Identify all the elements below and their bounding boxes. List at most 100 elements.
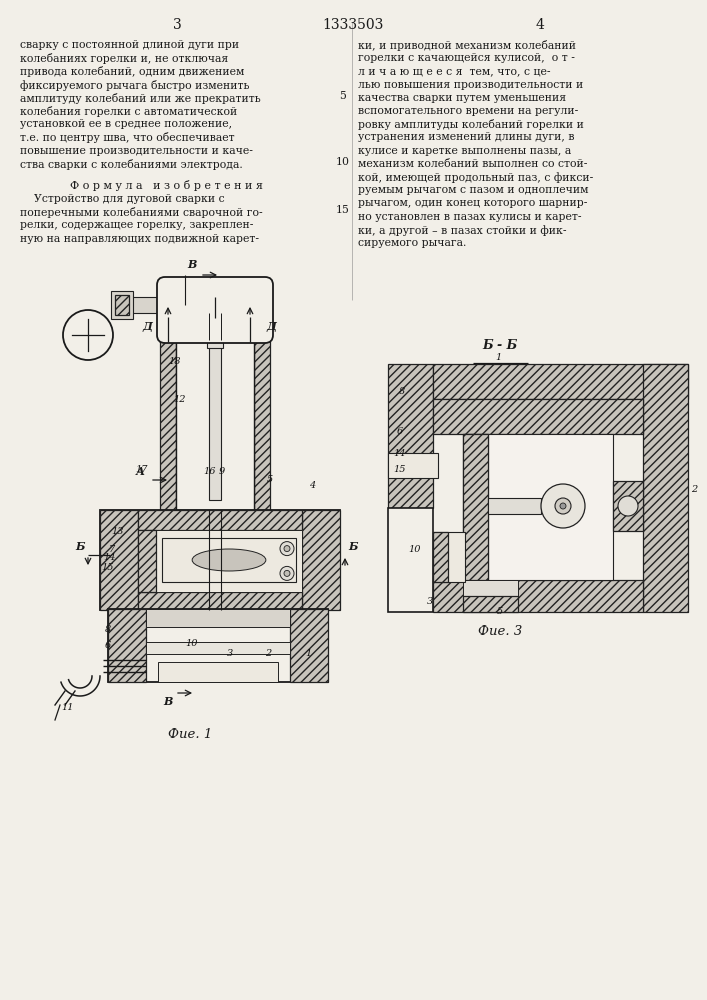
Bar <box>138 592 302 610</box>
Text: В: В <box>163 696 173 707</box>
Text: 10: 10 <box>186 640 198 648</box>
Text: Фие. 3: Фие. 3 <box>478 625 522 638</box>
Text: Ф о р м у л а   и з о б р е т е н и я: Ф о р м у л а и з о б р е т е н и я <box>70 180 263 191</box>
Text: 4: 4 <box>309 481 315 489</box>
Text: качества сварки путем уменьшения: качества сварки путем уменьшения <box>358 93 566 103</box>
Text: привода колебаний, одним движением: привода колебаний, одним движением <box>20 66 245 77</box>
Circle shape <box>555 498 571 514</box>
Bar <box>433 532 448 582</box>
Text: 10: 10 <box>409 546 421 554</box>
Bar <box>433 532 465 582</box>
Text: Д: Д <box>266 322 276 332</box>
Text: т.е. по центру шва, что обеспечивает: т.е. по центру шва, что обеспечивает <box>20 132 235 143</box>
Bar <box>388 453 438 478</box>
Text: Б - Б: Б - Б <box>482 339 518 352</box>
Text: В: В <box>187 259 197 270</box>
Circle shape <box>280 566 294 580</box>
Text: руемым рычагом с пазом и одноплечим: руемым рычагом с пазом и одноплечим <box>358 185 588 195</box>
Bar <box>433 580 643 612</box>
Text: А: А <box>136 466 145 477</box>
Text: 16: 16 <box>204 468 216 477</box>
Text: Устройство для дуговой сварки с: Устройство для дуговой сварки с <box>20 194 225 204</box>
Bar <box>115 295 129 315</box>
Bar <box>160 335 176 510</box>
Text: 6: 6 <box>397 428 403 436</box>
Text: 5: 5 <box>267 476 273 485</box>
Circle shape <box>284 546 290 552</box>
Text: рычагом, один конец которого шарнир-: рычагом, один конец которого шарнир- <box>358 198 588 208</box>
Text: 1: 1 <box>305 650 311 658</box>
Text: повышение производительности и каче-: повышение производительности и каче- <box>20 146 253 156</box>
Text: 1: 1 <box>495 353 501 361</box>
Bar <box>643 364 688 612</box>
Bar <box>463 596 518 612</box>
Text: 15: 15 <box>336 205 350 215</box>
Text: 17: 17 <box>136 466 148 475</box>
Text: 2: 2 <box>265 650 271 658</box>
Bar <box>111 291 133 319</box>
Text: 13: 13 <box>112 528 124 536</box>
Bar <box>138 530 156 592</box>
Text: 4: 4 <box>536 18 544 32</box>
Text: устранения изменений длины дуги, в: устранения изменений длины дуги, в <box>358 132 575 142</box>
Text: Д: Д <box>142 322 152 332</box>
Text: поперечными колебаниями сварочной го-: поперечными колебаниями сварочной го- <box>20 207 262 218</box>
Text: сварку с постоянной длиной дуги при: сварку с постоянной длиной дуги при <box>20 40 239 50</box>
Text: Б: Б <box>348 541 358 552</box>
Text: колебаниях горелки и, не отключая: колебаниях горелки и, не отключая <box>20 53 228 64</box>
Bar <box>100 510 138 610</box>
Text: 5: 5 <box>339 91 346 101</box>
Bar <box>108 609 328 682</box>
Bar <box>108 609 146 682</box>
Bar <box>138 530 156 592</box>
Bar <box>165 287 181 333</box>
Bar <box>209 345 221 500</box>
Text: амплитуду колебаний или же прекратить: амплитуду колебаний или же прекратить <box>20 93 261 104</box>
Text: 11: 11 <box>62 704 74 712</box>
Text: сируемого рычага.: сируемого рычага. <box>358 238 467 248</box>
Bar <box>138 510 302 530</box>
Text: установкой ее в среднее положение,: установкой ее в среднее положение, <box>20 119 232 129</box>
Bar <box>100 510 340 610</box>
Text: 3: 3 <box>427 597 433 606</box>
Ellipse shape <box>192 549 266 571</box>
Text: ства сварки с колебаниями электрода.: ства сварки с колебаниями электрода. <box>20 159 243 170</box>
Text: кой, имеющей продольный паз, с фикси-: кой, имеющей продольный паз, с фикси- <box>358 172 593 183</box>
Text: ную на направляющих подвижной карет-: ную на направляющих подвижной карет- <box>20 234 259 244</box>
Text: Б: Б <box>76 541 85 552</box>
Bar <box>158 662 278 682</box>
Bar <box>207 318 223 348</box>
Bar <box>138 530 302 592</box>
Text: 1333503: 1333503 <box>322 18 384 32</box>
Text: колебания горелки с автоматической: колебания горелки с автоматической <box>20 106 238 117</box>
Bar <box>249 287 265 333</box>
Text: 6: 6 <box>105 642 111 650</box>
Text: 12: 12 <box>174 395 186 404</box>
Text: но установлен в пазах кулисы и карет-: но установлен в пазах кулисы и карет- <box>358 212 581 222</box>
Circle shape <box>284 570 290 576</box>
Text: кулисе и каретке выполнены пазы, а: кулисе и каретке выполнены пазы, а <box>358 146 571 156</box>
Bar <box>463 434 488 580</box>
Text: 18: 18 <box>169 358 181 366</box>
FancyBboxPatch shape <box>157 277 273 343</box>
Bar <box>433 399 643 434</box>
Text: 8: 8 <box>105 626 111 635</box>
Text: 7: 7 <box>109 546 115 554</box>
Circle shape <box>63 310 113 360</box>
Circle shape <box>280 542 294 556</box>
Bar <box>463 434 488 580</box>
Bar <box>176 318 254 340</box>
Text: 10: 10 <box>336 157 350 167</box>
Text: ки, и приводной механизм колебаний: ки, и приводной механизм колебаний <box>358 40 576 51</box>
Bar <box>613 481 643 531</box>
Text: механизм колебаний выполнен со стой-: механизм колебаний выполнен со стой- <box>358 159 588 169</box>
Text: 3: 3 <box>227 650 233 658</box>
Text: 14: 14 <box>394 448 407 458</box>
Bar <box>176 335 254 510</box>
Text: 3: 3 <box>173 18 182 32</box>
Text: 5: 5 <box>497 607 503 616</box>
Bar <box>388 364 433 508</box>
Bar <box>463 580 518 597</box>
Text: 14: 14 <box>104 554 116 562</box>
Circle shape <box>618 496 638 516</box>
